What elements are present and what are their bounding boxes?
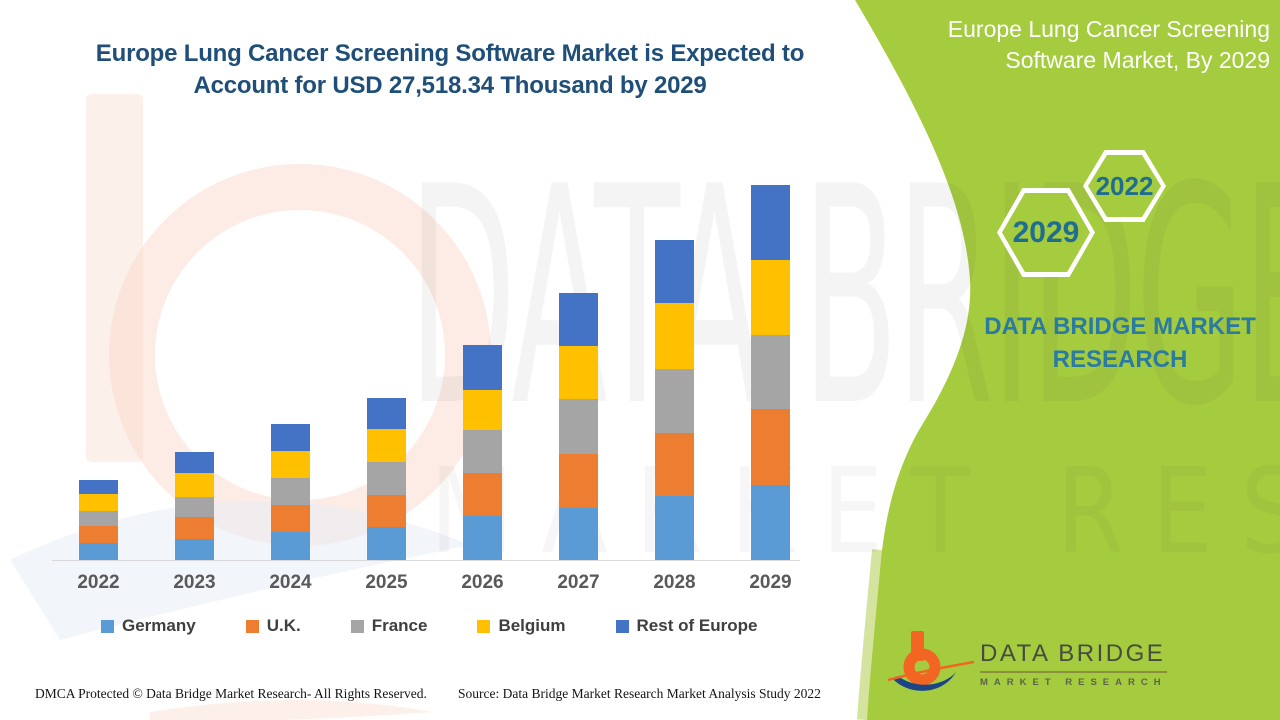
bar-segment-france-2028 — [655, 369, 694, 434]
side-panel-title-line1: Europe Lung Cancer Screening — [947, 16, 1270, 42]
bar-segment-rest-of-europe-2024 — [271, 424, 310, 452]
data-bridge-logo-text: DATA BRIDGE MARKET RESEARCH — [980, 640, 1167, 688]
bar-segment-u-k--2026 — [463, 472, 502, 516]
bar-2027 — [559, 292, 598, 560]
bar-2028 — [655, 240, 694, 560]
bar-segment-u-k--2027 — [559, 454, 598, 508]
legend-label: Rest of Europe — [636, 616, 758, 635]
bar-segment-belgium-2027 — [559, 345, 598, 400]
bar-segment-belgium-2025 — [367, 429, 406, 462]
panel-edge-highlight — [857, 549, 890, 720]
bar-segment-germany-2022 — [79, 543, 118, 560]
hexagon-2022: 2022 — [1083, 150, 1166, 222]
legend-swatch-icon — [615, 619, 629, 633]
bar-segment-france-2026 — [463, 430, 502, 473]
bar-segment-rest-of-europe-2026 — [463, 345, 502, 391]
bar-segment-france-2029 — [751, 335, 790, 410]
x-axis-line — [52, 560, 800, 561]
chart-title: Europe Lung Cancer Screening Software Ma… — [40, 38, 860, 102]
hexagon-2029-label: 2029 — [1012, 215, 1080, 249]
bar-2026 — [463, 345, 502, 560]
bar-segment-belgium-2023 — [175, 473, 214, 497]
chart-legend: Germany U.K. France Belgium Rest of Europe — [101, 616, 757, 636]
bar-segment-france-2024 — [271, 477, 310, 506]
bar-segment-rest-of-europe-2025 — [367, 398, 406, 430]
bar-segment-u-k--2025 — [367, 495, 406, 527]
bar-2029 — [751, 185, 790, 560]
legend-item-france: France — [350, 616, 428, 636]
side-panel-title: Europe Lung Cancer Screening Software Ma… — [850, 14, 1270, 76]
source-note: Source: Data Bridge Market Research Mark… — [458, 686, 821, 701]
data-bridge-logo-icon — [888, 631, 974, 691]
bar-segment-u-k--2029 — [751, 409, 790, 485]
bar-segment-u-k--2028 — [655, 433, 694, 496]
legend-swatch-icon — [245, 619, 259, 633]
bar-segment-belgium-2029 — [751, 260, 790, 336]
bar-segment-rest-of-europe-2023 — [175, 451, 214, 474]
chart-title-line2: Account for USD 27,518.34 Thousand by 20… — [193, 72, 707, 99]
bar-segment-germany-2026 — [463, 515, 502, 560]
legend-swatch-icon — [101, 619, 114, 633]
legend-item-germany: Germany — [101, 616, 196, 636]
legend-swatch-icon — [477, 619, 491, 633]
bar-segment-rest-of-europe-2028 — [655, 240, 694, 304]
bar-segment-belgium-2022 — [79, 494, 118, 512]
bar-2024 — [271, 424, 310, 560]
watermark-swoosh-blue — [10, 500, 470, 640]
bar-2025 — [367, 398, 406, 560]
bar-segment-germany-2024 — [271, 531, 310, 560]
bar-segment-france-2025 — [367, 461, 406, 496]
bar-segment-germany-2029 — [751, 485, 790, 560]
bar-segment-germany-2025 — [367, 526, 406, 560]
bar-segment-france-2023 — [175, 496, 214, 517]
bar-segment-germany-2028 — [655, 496, 694, 560]
legend-label: U.K. — [266, 616, 301, 635]
legend-label: Germany — [122, 616, 196, 635]
watermark-swoosh-peach — [150, 700, 432, 720]
brand-text: DATA BRIDGE MARKET RESEARCH — [950, 310, 1280, 376]
brand-text-line1: DATA BRIDGE MARKET — [984, 313, 1256, 340]
side-panel-title-line2: Software Market, By 2029 — [1005, 47, 1270, 73]
data-bridge-logo: DATA BRIDGE MARKET RESEARCH — [888, 628, 1167, 700]
legend-item-belgium: Belgium — [477, 616, 566, 636]
dmca-notice: DMCA Protected © Data Bridge Market Rese… — [35, 686, 427, 701]
bar-segment-germany-2023 — [175, 539, 214, 560]
legend-label: France — [371, 616, 428, 635]
bar-segment-france-2022 — [79, 511, 118, 526]
bar-segment-rest-of-europe-2022 — [79, 479, 118, 495]
bar-2023 — [175, 451, 214, 560]
bar-segment-belgium-2028 — [655, 303, 694, 370]
bar-segment-belgium-2026 — [463, 390, 502, 431]
legend-item-rest-of-europe: Rest of Europe — [615, 616, 758, 636]
bar-segment-france-2027 — [559, 399, 598, 455]
legend-item-u-k-: U.K. — [245, 616, 301, 636]
legend-label: Belgium — [498, 616, 566, 635]
bar-segment-rest-of-europe-2029 — [751, 185, 790, 261]
chart-title-line1: Europe Lung Cancer Screening Software Ma… — [95, 40, 805, 67]
bar-segment-u-k--2024 — [271, 505, 310, 532]
bar-segment-u-k--2022 — [79, 525, 118, 544]
bar-2022 — [79, 479, 118, 560]
panel-green-shape — [855, 0, 1280, 720]
legend-swatch-icon — [350, 619, 364, 633]
bar-segment-belgium-2024 — [271, 451, 310, 478]
hexagon-2022-label: 2022 — [1095, 170, 1154, 201]
bar-segment-rest-of-europe-2027 — [559, 292, 598, 346]
logo-title: DATA BRIDGE — [980, 640, 1167, 673]
bar-segment-germany-2027 — [559, 507, 598, 560]
bar-segment-u-k--2023 — [175, 516, 214, 539]
hexagon-2029: 2029 — [997, 188, 1095, 277]
logo-subtitle: MARKET RESEARCH — [980, 677, 1167, 688]
brand-text-line2: RESEARCH — [1052, 346, 1188, 373]
